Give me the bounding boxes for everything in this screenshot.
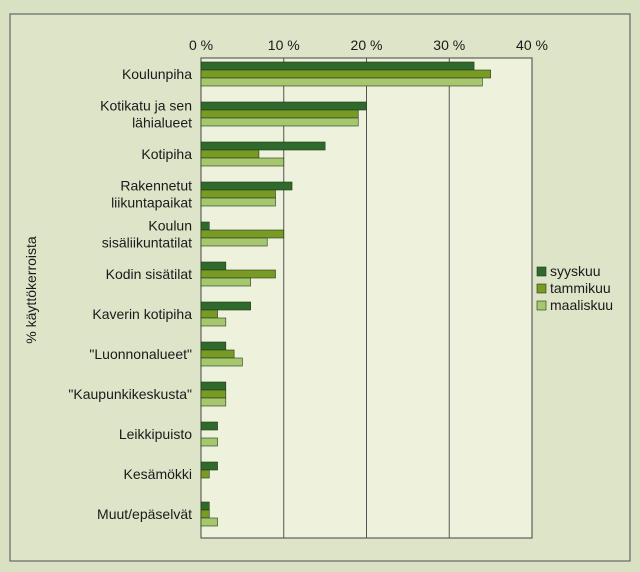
category-label-line: Kodin sisätilat [106, 266, 192, 282]
bar-maaliskuu [200, 397, 227, 407]
bar-maaliskuu [200, 437, 218, 447]
category-label-line: Muut/epäselvät [97, 506, 192, 522]
bar-syyskuu [200, 341, 227, 351]
bar-tammikuu [200, 189, 276, 199]
legend-swatch [536, 300, 547, 311]
x-tick-label: 40 % [516, 37, 548, 53]
bar-syyskuu [200, 381, 227, 391]
category-label: Rakennetut liikuntapaikat [111, 178, 192, 211]
category-label-line: Kaverin kotipiha [92, 306, 192, 322]
bar-syyskuu [200, 261, 227, 271]
category-label-line: Rakennetut [120, 178, 192, 194]
legend-swatch [536, 266, 547, 277]
bar-syyskuu [200, 461, 218, 471]
category-label: Muut/epäselvät [97, 506, 192, 522]
bar-tammikuu [200, 509, 210, 519]
x-tick-label: 30 % [433, 37, 465, 53]
bar-tammikuu [200, 349, 235, 359]
category-label-line: Leikkipuisto [119, 426, 192, 442]
bar-tammikuu [200, 389, 227, 399]
bar-syyskuu [200, 501, 210, 511]
category-label: "Kaupunkikeskusta" [68, 386, 192, 402]
bars [200, 61, 491, 527]
bar-tammikuu [200, 229, 285, 239]
y-axis-title: % käyttökerroista [23, 236, 39, 344]
bar-tammikuu [200, 469, 210, 479]
legend-label: tammikuu [550, 280, 611, 296]
bar-tammikuu [200, 69, 491, 79]
bar-syyskuu [200, 61, 475, 71]
category-label: Kesämökki [124, 466, 192, 482]
plot-area [200, 57, 533, 539]
bar-maaliskuu [200, 77, 483, 87]
bar-tammikuu [200, 109, 359, 119]
category-label-line: Koulun [148, 218, 192, 234]
bar-maaliskuu [200, 357, 243, 367]
legend-label: syyskuu [550, 263, 601, 279]
bar-tammikuu [200, 309, 218, 319]
category-label-line: Kotikatu ja sen [100, 98, 192, 114]
bar-maaliskuu [200, 517, 218, 527]
category-label-line: sisäliikuntatilat [102, 235, 192, 251]
category-label: "Luonnonalueet" [89, 346, 192, 362]
category-label-line: liikuntapaikat [111, 195, 192, 211]
legend-swatch [536, 283, 547, 294]
bar-tammikuu [200, 149, 260, 159]
bar-syyskuu [200, 221, 210, 231]
bar-syyskuu [200, 141, 326, 151]
bar-maaliskuu [200, 237, 268, 247]
x-axis-ticks: 0 % 10 % 20 % 30 % 40 % [189, 37, 548, 53]
category-label-line: "Kaupunkikeskusta" [68, 386, 192, 402]
category-label: Koulunpiha [122, 66, 192, 82]
category-label-line: Koulunpiha [122, 66, 192, 82]
bar-maaliskuu [200, 317, 227, 327]
category-label: Kotipiha [141, 146, 192, 162]
category-label-line: "Luonnonalueet" [89, 346, 192, 362]
category-label: Koulun sisäliikuntatilat [102, 218, 192, 251]
category-label-line: Kesämökki [124, 466, 192, 482]
bar-syyskuu [200, 181, 293, 191]
x-tick-label: 20 % [351, 37, 383, 53]
bar-syyskuu [200, 421, 218, 431]
bar-maaliskuu [200, 117, 359, 127]
bar-maaliskuu [200, 277, 251, 287]
x-tick-label: 10 % [268, 37, 300, 53]
category-label: Kaverin kotipiha [92, 306, 192, 322]
legend-label: maaliskuu [550, 297, 613, 313]
category-label-line: Kotipiha [141, 146, 192, 162]
category-label: Leikkipuisto [119, 426, 192, 442]
category-label: Kotikatu ja sen lähialueet [100, 98, 192, 131]
category-label-line: lähialueet [132, 115, 192, 131]
bar-syyskuu [200, 101, 367, 111]
category-label: Kodin sisätilat [106, 266, 192, 282]
x-tick-label: 0 % [189, 37, 213, 53]
bar-maaliskuu [200, 197, 276, 207]
bar-maaliskuu [200, 157, 285, 167]
category-labels: Koulunpiha Kotikatu ja sen lähialueet Kotip… [68, 66, 192, 522]
bar-tammikuu [200, 269, 276, 279]
bar-syyskuu [200, 301, 251, 311]
